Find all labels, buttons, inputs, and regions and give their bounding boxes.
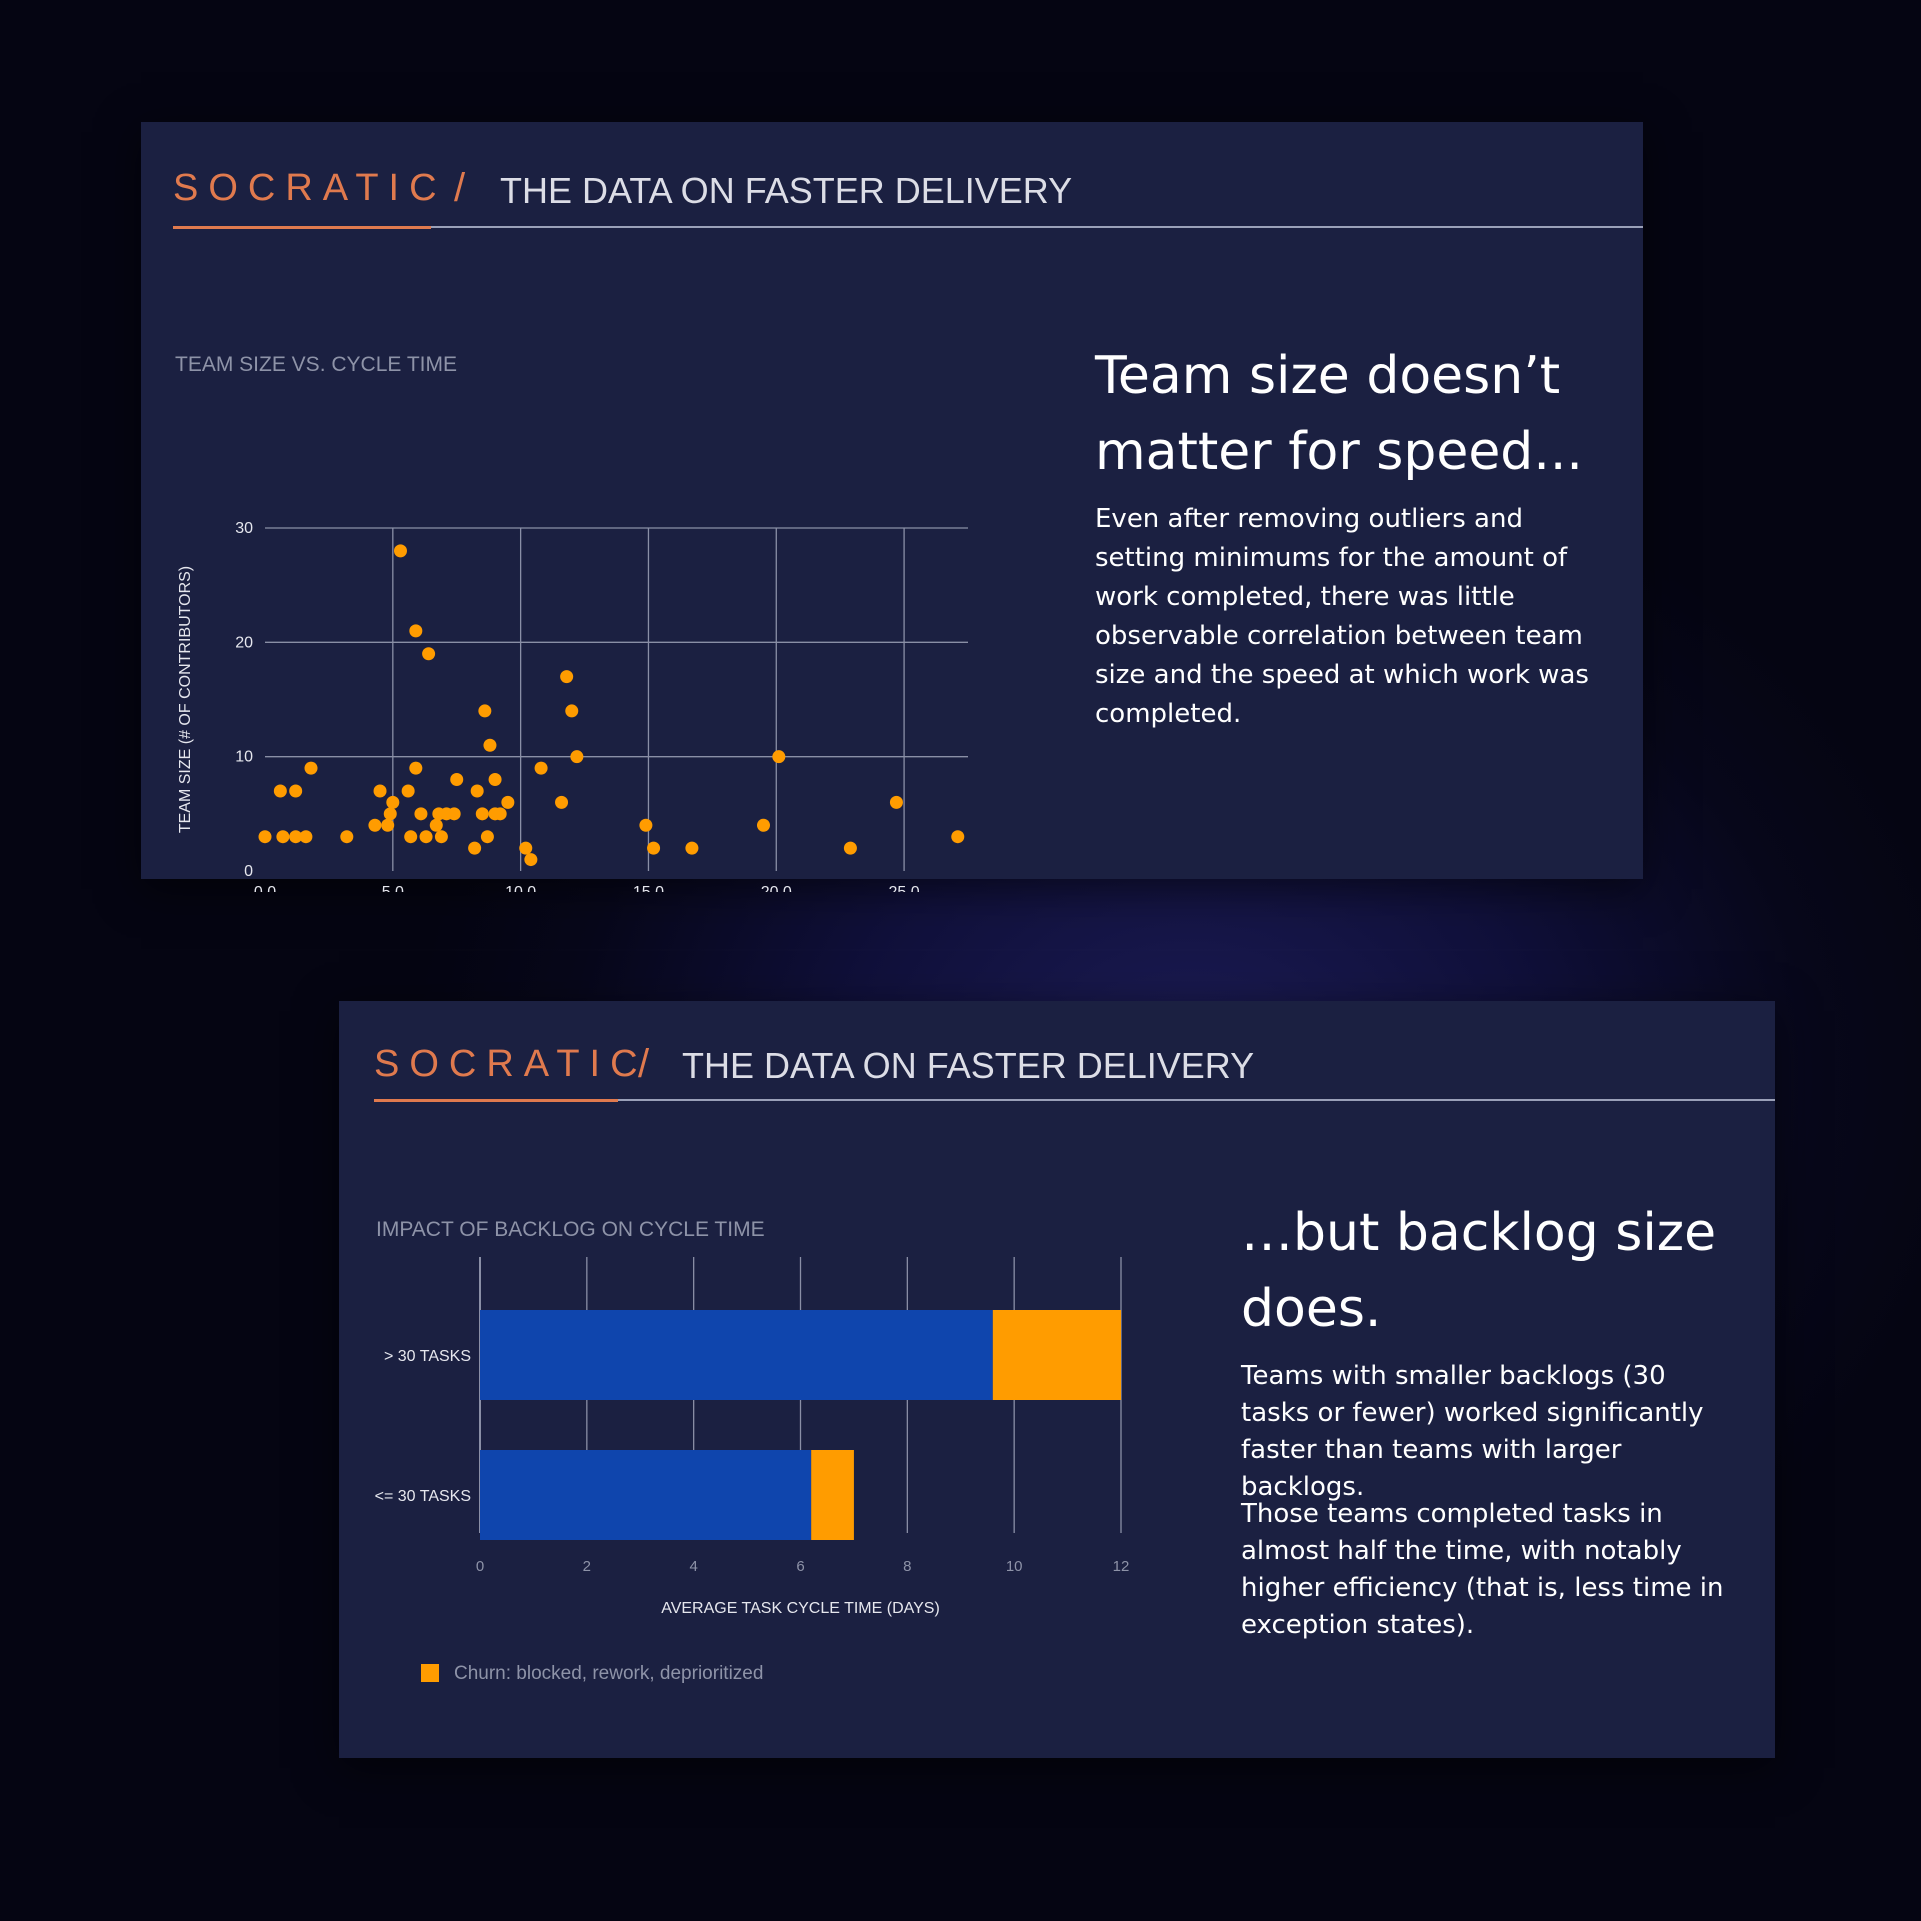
bar-segment-cycle <box>480 1310 993 1400</box>
x-tick-label: 10 <box>1006 1558 1023 1575</box>
header-rule <box>173 226 1643 228</box>
scatter-point <box>289 784 303 798</box>
brand-logo: SOCRATIC <box>173 167 447 209</box>
scatter-point <box>381 818 395 832</box>
header-rule <box>374 1099 1775 1101</box>
scatter-point <box>470 784 484 798</box>
scatter-point <box>534 761 548 775</box>
header-title: THE DATA ON FASTER DELIVERY <box>500 170 1073 211</box>
scatter-point <box>560 670 574 684</box>
x-tick-label: 4 <box>689 1558 697 1575</box>
scatter-point <box>434 830 448 844</box>
scatter-point <box>404 830 418 844</box>
header-rule-accent <box>173 226 431 229</box>
scatter-point <box>524 853 538 867</box>
x-tick-label: 12 <box>1113 1558 1130 1575</box>
legend-label: Churn: blocked, rework, deprioritized <box>454 1663 763 1684</box>
header-slash: / <box>638 1042 650 1086</box>
header-title: THE DATA ON FASTER DELIVERY <box>682 1045 1255 1086</box>
scatter-point <box>468 841 482 855</box>
scatter-point <box>475 807 489 821</box>
scatter-point <box>304 761 318 775</box>
slide-backlog: SOCRATIC / THE DATA ON FASTER DELIVERY I… <box>339 1001 1775 1758</box>
scatter-point <box>289 830 303 844</box>
bar-segment-churn <box>992 1310 1121 1400</box>
chart-title: IMPACT OF BACKLOG ON CYCLE TIME <box>376 1218 765 1241</box>
x-tick-label: 0.0 <box>254 884 276 892</box>
scatter-point <box>419 830 433 844</box>
bar-segment-churn <box>811 1450 854 1540</box>
scatter-point <box>639 818 653 832</box>
scatter-point <box>519 841 533 855</box>
slide-body-text-1: Teams with smaller backlogs (30 tasks or… <box>1241 1361 1704 1502</box>
scatter-point <box>414 807 428 821</box>
x-tick-label: 20.0 <box>761 884 792 892</box>
scatter-point <box>368 818 382 832</box>
scatter-point <box>570 750 584 764</box>
category-label: <= 30 TASKS <box>375 1488 471 1505</box>
scatter-point <box>493 807 507 821</box>
scatter-point <box>951 830 965 844</box>
scatter-point <box>393 544 407 558</box>
y-tick-label: 20 <box>235 634 253 651</box>
scatter-point <box>386 795 400 809</box>
scatter-chart: 0.05.010.015.020.025.00102030AVERAGE CYC… <box>177 520 968 892</box>
scatter-point <box>429 818 443 832</box>
bar-chart: 0 2 4 6 8 10 12 > 30 TASKS <= 30 TASKS AVERAGE TA… <box>375 1257 1130 1684</box>
slide-team-size: SOCRATIC / THE DATA ON FASTER DELIVERY T… <box>141 122 1643 892</box>
header-rule-accent <box>374 1099 618 1102</box>
x-tick-label: 15.0 <box>633 884 664 892</box>
scatter-point <box>488 773 502 787</box>
x-axis-label: AVERAGE TASK CYCLE TIME (DAYS) <box>661 1600 940 1617</box>
scatter-point <box>647 841 661 855</box>
scatter-point <box>409 624 423 638</box>
scatter-point <box>480 830 494 844</box>
scatter-point <box>383 807 397 821</box>
x-tick-label: 6 <box>796 1558 804 1575</box>
scatter-point <box>478 704 492 718</box>
scatter-point <box>450 773 464 787</box>
y-tick-label: 30 <box>235 520 253 537</box>
y-tick-label: 0 <box>244 863 253 880</box>
slide-headline: Team size doesn’t matter for speed... <box>1095 346 1583 482</box>
y-axis-label: TEAM SIZE (# OF CONTRIBUTORS) <box>177 566 194 833</box>
x-tick-label: 0 <box>476 1558 484 1575</box>
scatter-point <box>299 830 313 844</box>
category-label: > 30 TASKS <box>384 1348 471 1365</box>
scatter-point <box>685 841 699 855</box>
bar-segment-cycle <box>480 1450 812 1540</box>
scatter-point <box>373 784 387 798</box>
scatter-point <box>273 784 287 798</box>
slide-body-text: Even after removing outliers and setting… <box>1095 504 1589 729</box>
scatter-point <box>447 807 461 821</box>
scatter-point <box>483 738 497 752</box>
scatter-point <box>555 795 569 809</box>
scatter-point <box>422 647 436 661</box>
x-tick-label: 8 <box>903 1558 911 1575</box>
brand-logo: SOCRATIC <box>374 1043 648 1085</box>
scatter-point <box>258 830 272 844</box>
x-tick-label: 10.0 <box>505 884 536 892</box>
header-slash: / <box>454 166 466 210</box>
chart-title: TEAM SIZE VS. CYCLE TIME <box>175 353 458 376</box>
scatter-point <box>409 761 423 775</box>
slide-body-text-2: Those teams completed tasks in almost ha… <box>1241 1499 1724 1640</box>
slide-headline: …but backlog size does. <box>1241 1203 1717 1339</box>
scatter-point <box>843 841 857 855</box>
scatter-point <box>772 750 786 764</box>
x-tick-label: 5.0 <box>382 884 404 892</box>
scatter-point <box>401 784 415 798</box>
scatter-point <box>276 830 290 844</box>
scatter-point <box>501 795 515 809</box>
scatter-point <box>889 795 903 809</box>
y-tick-label: 10 <box>235 749 253 766</box>
legend-swatch <box>421 1664 439 1682</box>
scatter-point <box>565 704 579 718</box>
scatter-point <box>756 818 770 832</box>
x-tick-label: 25.0 <box>889 884 920 892</box>
scatter-point <box>340 830 354 844</box>
x-tick-label: 2 <box>583 1558 591 1575</box>
